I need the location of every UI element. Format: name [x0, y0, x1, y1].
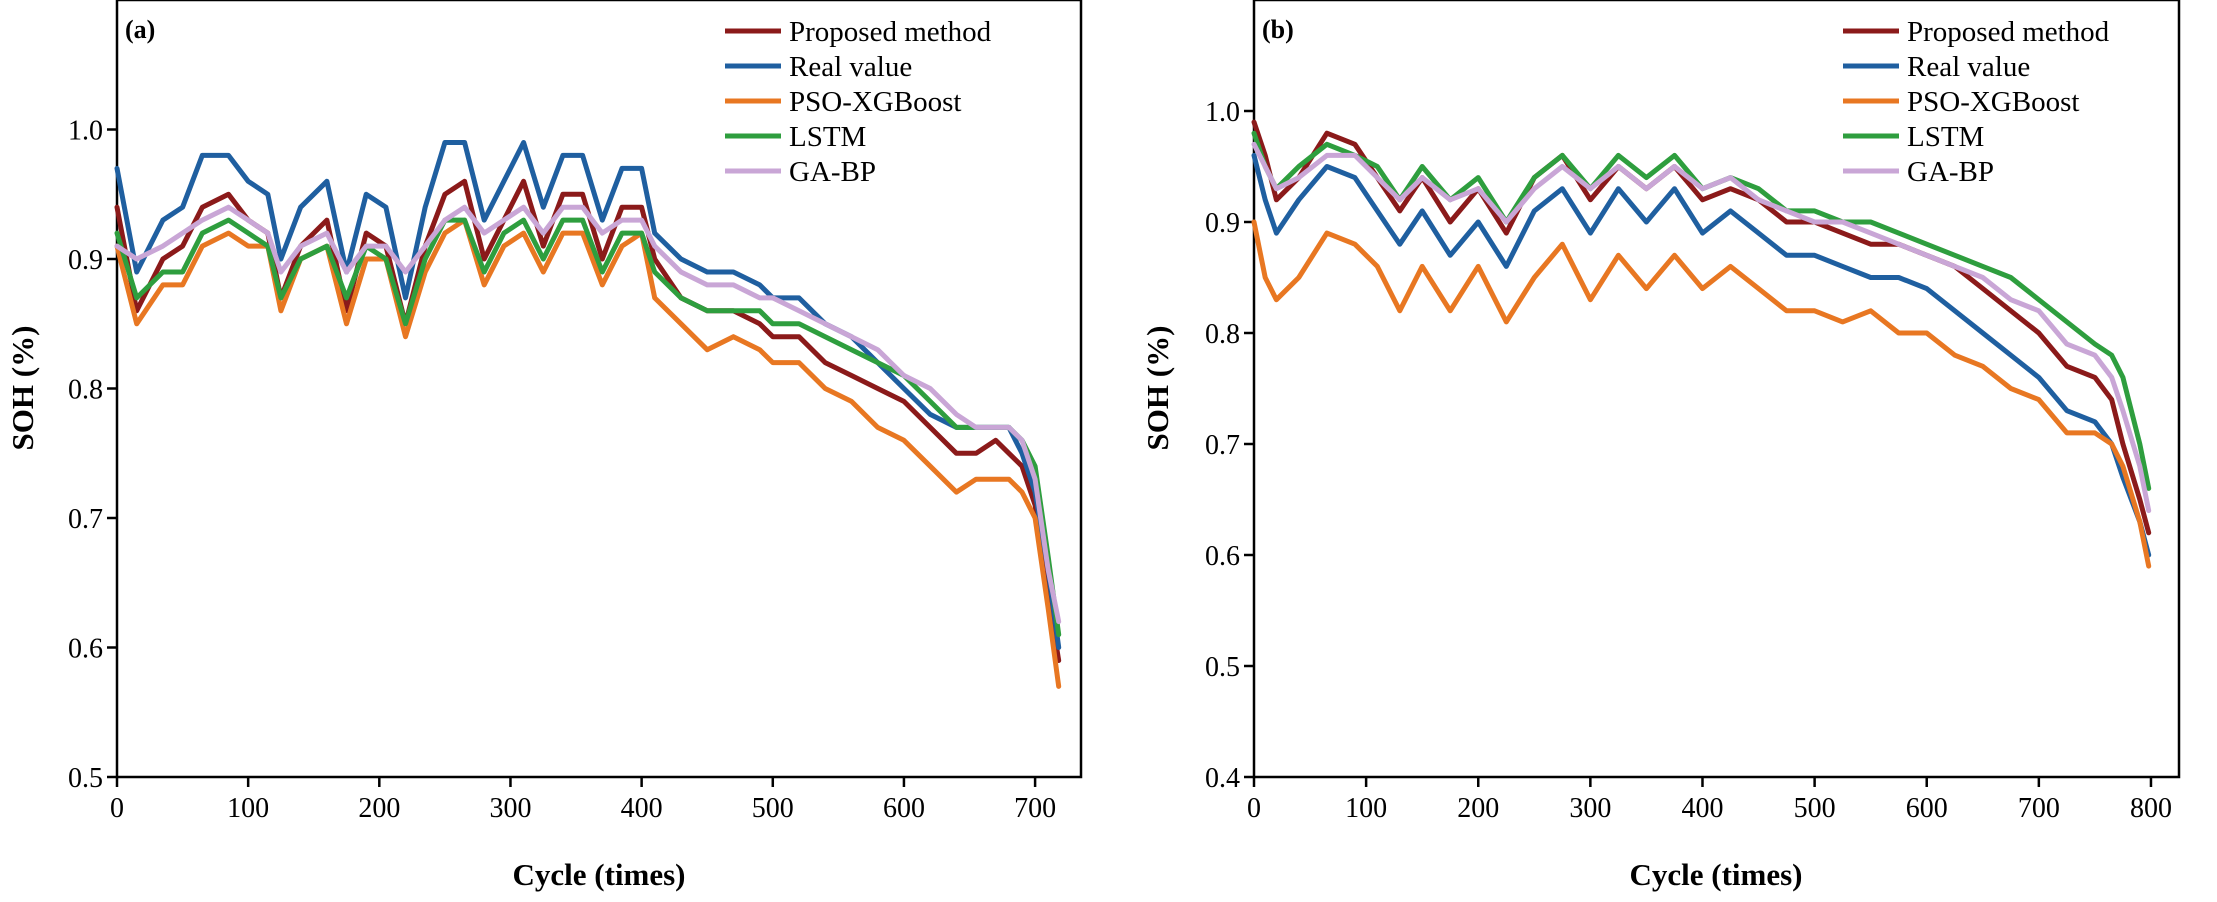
series-line-pso-xgboost: [114, 217, 1062, 689]
plot-frame: [1252, 0, 2181, 779]
series-line-ga-bp: [1251, 141, 2152, 514]
y-tick-label: 0.5: [68, 763, 103, 794]
series-line-pso-xgboost: [1251, 219, 2152, 569]
y-axis-title: SOH (%): [1140, 326, 1175, 451]
panel-label: (b): [1262, 15, 1294, 44]
x-tick-label: 200: [1457, 793, 1499, 824]
y-ticks: 0.4 0.5 0.6 0.7 0.8 0.9 1.0: [1205, 97, 1254, 794]
x-tick-label: 400: [621, 793, 663, 824]
series-line-lstm: [114, 217, 1062, 638]
y-tick-label: 0.6: [68, 634, 103, 665]
x-tick-label: 500: [1794, 793, 1836, 824]
panel-label: (a): [125, 15, 155, 44]
x-ticks: 0 100 200 300 400 500 600 700: [110, 777, 1056, 824]
legend-label: PSO-XGBoost: [789, 86, 961, 118]
x-tick-label: 600: [883, 793, 925, 824]
y-tick-label: 0.4: [1205, 763, 1240, 794]
x-axis-title: Cycle (times): [1630, 857, 1803, 892]
legend-label: Proposed method: [789, 16, 992, 48]
panel-a: (a) Cycle (times) SOH (%) 0 100 200 300 400 5…: [5, 0, 1083, 892]
y-tick-label: 0.5: [1205, 652, 1240, 683]
legend-label: Proposed method: [1907, 16, 2110, 48]
x-tick-label: 300: [489, 793, 531, 824]
series-lines: [1251, 119, 2152, 569]
x-tick-label: 700: [1014, 793, 1056, 824]
legend-label: PSO-XGBoost: [1907, 86, 2079, 118]
legend-label: Real value: [1907, 51, 2030, 83]
x-tick-label: 800: [2130, 793, 2172, 824]
y-tick-label: 1.0: [68, 116, 103, 147]
x-axis-title: Cycle (times): [513, 857, 686, 892]
x-ticks: 0 100 200 300 400 500 600 700 800: [1247, 777, 2172, 824]
x-tick-label: 400: [1681, 793, 1723, 824]
x-tick-label: 500: [752, 793, 794, 824]
x-tick-label: 600: [1906, 793, 1948, 824]
legend-label: LSTM: [1907, 121, 1984, 153]
y-tick-label: 0.8: [1205, 319, 1240, 350]
legend-label: LSTM: [789, 121, 866, 153]
y-tick-label: 0.7: [1205, 430, 1240, 461]
x-tick-label: 100: [1345, 793, 1387, 824]
y-tick-label: 0.7: [68, 504, 103, 535]
y-tick-label: 0.9: [68, 245, 103, 276]
legend-label: Real value: [789, 51, 912, 83]
panel-b: (b) Cycle (times) SOH (%) 0 100 200 300 400 5…: [1140, 0, 2181, 892]
series-line-ga-bp: [114, 204, 1062, 625]
legend-label: GA-BP: [789, 156, 876, 188]
x-tick-label: 0: [110, 793, 124, 824]
y-tick-label: 0.9: [1205, 208, 1240, 239]
legend-label: GA-BP: [1907, 156, 1994, 188]
y-axis-title: SOH (%): [5, 326, 40, 451]
y-tick-label: 0.8: [68, 375, 103, 406]
series-line-real-value: [1251, 152, 2152, 558]
x-tick-label: 200: [358, 793, 400, 824]
x-tick-label: 100: [227, 793, 269, 824]
x-tick-label: 300: [1569, 793, 1611, 824]
y-ticks: 0.5 0.6 0.7 0.8 0.9 1.0: [68, 116, 117, 794]
y-tick-label: 1.0: [1205, 97, 1240, 128]
series-line-real-value: [114, 140, 1062, 650]
y-tick-label: 0.6: [1205, 541, 1240, 572]
series-lines: [114, 140, 1062, 689]
x-tick-label: 0: [1247, 793, 1261, 824]
x-tick-label: 700: [2018, 793, 2060, 824]
